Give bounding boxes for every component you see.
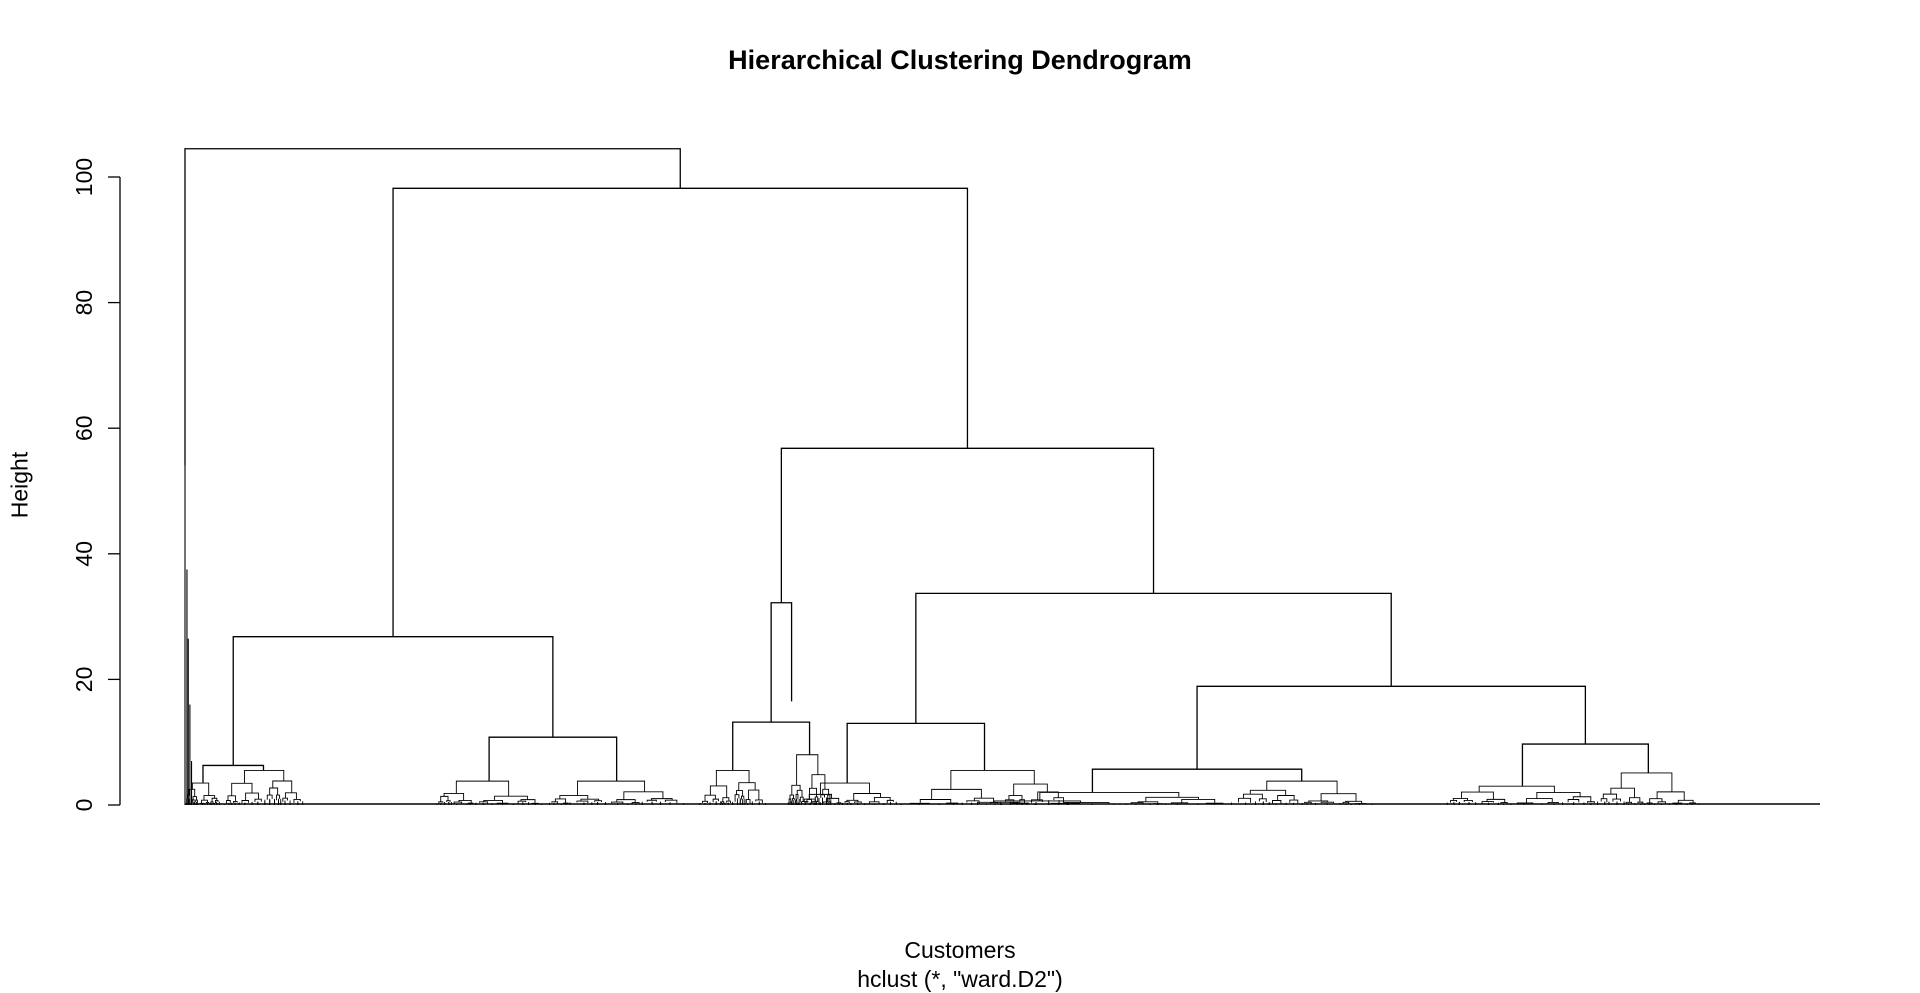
leaf-C2aL-sub <box>444 793 464 800</box>
leaf-E1aRL-sub <box>736 791 742 797</box>
branch-B <box>393 188 967 636</box>
leaf-C1bLRL-sub <box>242 801 248 803</box>
leaf-H2bRL-sub <box>1650 799 1662 803</box>
leaf-H2bLLR-sub <box>1613 799 1621 802</box>
branch-F <box>916 593 1391 723</box>
y-axis: 0 20 40 60 80 100 <box>71 158 120 812</box>
leaf-E1bR-sub <box>812 775 825 790</box>
leaf-C1bRRR-sub <box>294 799 300 803</box>
leaf-G1-sub <box>820 783 869 794</box>
leaf-E1aLL-sub <box>705 795 715 801</box>
leaf-H2aLRL-sub <box>1482 802 1493 804</box>
branch-C1 <box>203 765 263 783</box>
branch-G <box>847 723 984 783</box>
leaf-C2bRRL-sub <box>647 800 656 801</box>
leaf-E1aR-sub <box>739 783 755 791</box>
y-tick-label-0: 0 <box>71 799 97 812</box>
leaf-G2RL-sub <box>1009 796 1022 800</box>
leaf-H1bLRL-sub <box>1272 800 1280 803</box>
leaf-C2bLRL-sub <box>577 801 588 803</box>
leaf-E1aRR-sub <box>749 790 759 800</box>
leaf-C1bL-sub <box>232 783 252 796</box>
leaf-H2bLR-sub <box>1629 798 1639 803</box>
leaf-C2bLRR-sub <box>595 801 602 803</box>
leaf-H1bLLR-sub <box>1259 799 1266 802</box>
leaf-H2a-sub <box>1479 786 1554 792</box>
leaf-C1bLLL-sub <box>227 801 231 804</box>
leaf-C2bLL-sub <box>555 799 565 803</box>
leaf-H1bLLL-sub <box>1239 798 1251 802</box>
leaf-C1bR-sub <box>273 781 292 793</box>
leaf-H2b-sub <box>1621 773 1672 792</box>
leaf-C1bRL-sub <box>270 788 278 795</box>
leaf-E1aRRL-sub <box>746 800 750 804</box>
leaf-G1RR-sub <box>874 797 890 801</box>
y-tick-label-100: 100 <box>71 158 97 196</box>
leaf-H2aLLR-sub <box>1464 800 1472 802</box>
branch-H <box>1197 686 1585 769</box>
leaf-H1b-sub <box>1267 781 1337 794</box>
chart-subtitle: hclust (*, "ward.D2") <box>0 966 1920 993</box>
leaf-C2aRRL-sub <box>518 801 526 803</box>
dendrogram-leaf-detail <box>185 466 1820 805</box>
leaf-G2LR-sub <box>974 798 993 802</box>
leaf-G2-sub <box>951 770 1034 789</box>
leaf-H2bL-sub <box>1611 788 1635 798</box>
x-axis-label: Customers <box>0 937 1920 964</box>
leaf-H1bL-sub <box>1250 790 1285 795</box>
y-tick-label-80: 80 <box>71 290 97 316</box>
leaf-C1bLRR-sub <box>255 799 261 802</box>
leaf-G1R-sub <box>854 793 881 800</box>
leaf-H2aLR-sub <box>1487 799 1505 802</box>
leaf-C2b-sub <box>578 781 645 795</box>
leaf-C1aLRL-sub <box>192 800 194 803</box>
leaf-E1a-sub <box>716 770 749 786</box>
leaf-C2a-sub <box>456 781 508 796</box>
branch-root <box>185 149 680 466</box>
y-tick-label-40: 40 <box>71 541 97 567</box>
y-tick-label-60: 60 <box>71 415 97 441</box>
leaf-H1bLRR-sub <box>1290 800 1298 803</box>
leaf-H2bLLL-sub <box>1601 799 1607 802</box>
branch-C2 <box>489 737 617 781</box>
leaf-H2aRRL-sub <box>1568 799 1579 802</box>
branch-C <box>233 637 553 766</box>
leaf-G2RR-sub <box>1038 792 1059 800</box>
leaf-C1aRLR-sub <box>206 802 208 803</box>
dendrogram-branches <box>185 149 1648 793</box>
leaf-H1bRLR-sub <box>1321 802 1333 803</box>
leaf-C2bRRR-sub <box>665 800 677 803</box>
branch-H2 <box>1522 744 1648 786</box>
leaf-E1b-sub <box>797 755 818 786</box>
branch-E1 <box>733 722 810 770</box>
branch-D <box>781 448 1153 602</box>
leaf-C2aLLR-sub <box>447 801 450 802</box>
y-tick-label-20: 20 <box>71 667 97 693</box>
leaf-E1aL-sub <box>710 786 726 798</box>
leaf-H1bR-sub <box>1321 794 1356 802</box>
leaf-G2R-sub <box>1014 784 1048 796</box>
leaf-E1aLLL-sub <box>703 801 708 803</box>
leaf-E1aRLL-sub <box>735 795 739 802</box>
leaf-H1a-sub <box>1040 792 1179 800</box>
branch-E <box>771 603 791 722</box>
chart-title: Hierarchical Clustering Dendrogram <box>0 45 1920 76</box>
y-axis-label: Height <box>7 452 34 518</box>
